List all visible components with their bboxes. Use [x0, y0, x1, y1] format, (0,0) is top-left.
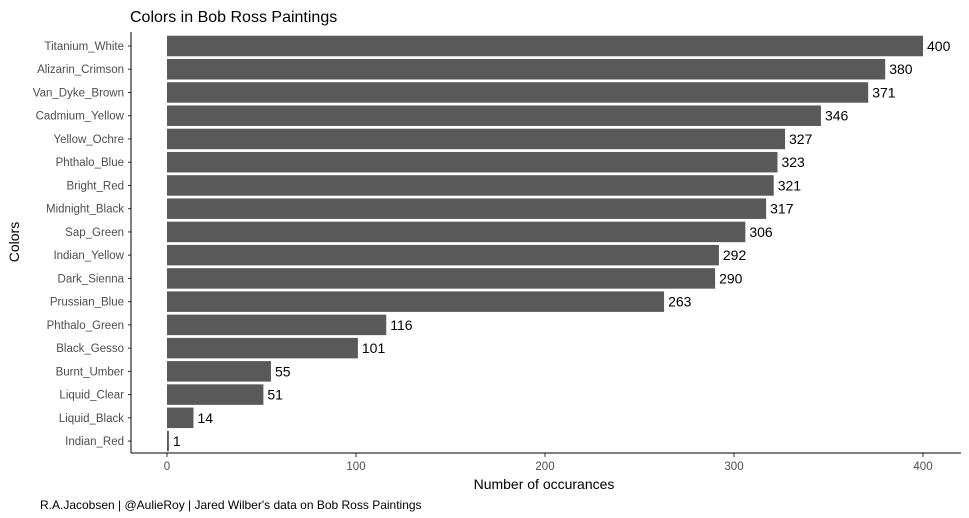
- data-label: 317: [770, 201, 794, 217]
- bar-bright-red: [167, 175, 774, 196]
- bar-yellow-ochre: [167, 128, 786, 150]
- data-label: 306: [749, 224, 773, 240]
- y-tick-label: Cadmium_Yellow: [36, 111, 125, 123]
- data-label: 14: [197, 410, 213, 426]
- data-label: 371: [872, 84, 896, 100]
- bars-group: 4003803713463273233213173062922902631161…: [167, 35, 951, 452]
- y-tick-labels: Titanium_White Alizarin_Crimson Van_Dyke_B…: [33, 41, 131, 448]
- y-tick-label: Indian_Yellow: [53, 250, 124, 262]
- data-label: 1: [173, 433, 181, 449]
- bar-indian-yellow: [167, 244, 719, 266]
- x-tick-label: 0: [164, 461, 170, 473]
- y-tick-label: Bright_Red: [66, 180, 124, 192]
- y-tick-label: Liquid_Clear: [59, 390, 124, 402]
- x-tick-label: 100: [346, 461, 365, 473]
- bar-indian-red: [167, 430, 169, 452]
- y-tick-label: Liquid_Black: [59, 413, 124, 425]
- bar-midnight-black: [167, 198, 767, 219]
- bar-burnt-umber: [167, 361, 271, 382]
- y-tick-label: Indian_Red: [65, 436, 124, 448]
- bar-alizarin-crimson: [167, 58, 886, 80]
- chart-caption: R.A.Jacobsen | @AulieRoy | Jared Wilber'…: [40, 498, 422, 512]
- y-tick-label: Yellow_Ochre: [53, 134, 124, 146]
- y-tick-label: Midnight_Black: [46, 204, 124, 216]
- bar-phthalo-blue: [167, 151, 778, 173]
- chart-title: Colors in Bob Ross Paintings: [130, 9, 337, 26]
- x-tick-labels: 0 100 200 300 400: [164, 453, 933, 473]
- data-label: 292: [723, 247, 747, 263]
- bar-liquid-black: [167, 407, 194, 429]
- x-tick-label: 300: [724, 461, 743, 473]
- y-axis-title: Colors: [6, 222, 22, 262]
- y-tick-label: Burnt_Umber: [56, 366, 125, 378]
- x-tick-label: 200: [535, 461, 554, 473]
- y-tick-label: Sap_Green: [65, 227, 124, 239]
- x-axis-title: Number of occurances: [474, 476, 615, 492]
- y-tick-label: Prussian_Blue: [50, 297, 124, 309]
- data-label: 116: [390, 317, 413, 333]
- x-tick-label: 400: [913, 461, 932, 473]
- data-label: 400: [927, 38, 951, 54]
- y-tick-label: Titanium_White: [45, 41, 124, 53]
- data-label: 327: [789, 131, 813, 147]
- bar-van-dyke-brown: [167, 82, 869, 103]
- bar-sap-green: [167, 221, 746, 243]
- y-tick-label: Van_Dyke_Brown: [33, 87, 124, 99]
- bar-phthalo-green: [167, 314, 387, 336]
- bar-titanium-white: [167, 35, 923, 57]
- data-label: 346: [825, 108, 849, 124]
- data-label: 263: [668, 294, 692, 310]
- data-label: 380: [889, 61, 913, 77]
- data-label: 321: [778, 177, 802, 193]
- bar-liquid-clear: [167, 384, 264, 405]
- data-label: 323: [781, 154, 805, 170]
- data-label: 55: [275, 363, 291, 379]
- data-label: 51: [267, 387, 283, 403]
- y-tick-label: Black_Gesso: [56, 343, 124, 355]
- bar-cadmium-yellow: [167, 105, 821, 126]
- y-tick-label: Dark_Sienna: [58, 273, 125, 285]
- y-tick-label: Phthalo_Blue: [56, 157, 124, 169]
- y-tick-label: Alizarin_Crimson: [37, 64, 124, 76]
- y-tick-label: Phthalo_Green: [47, 320, 124, 332]
- bar-dark-sienna: [167, 268, 716, 289]
- data-label: 101: [362, 340, 386, 356]
- bar-prussian-blue: [167, 291, 665, 312]
- data-label: 290: [719, 270, 743, 286]
- bar-black-gesso: [167, 337, 358, 359]
